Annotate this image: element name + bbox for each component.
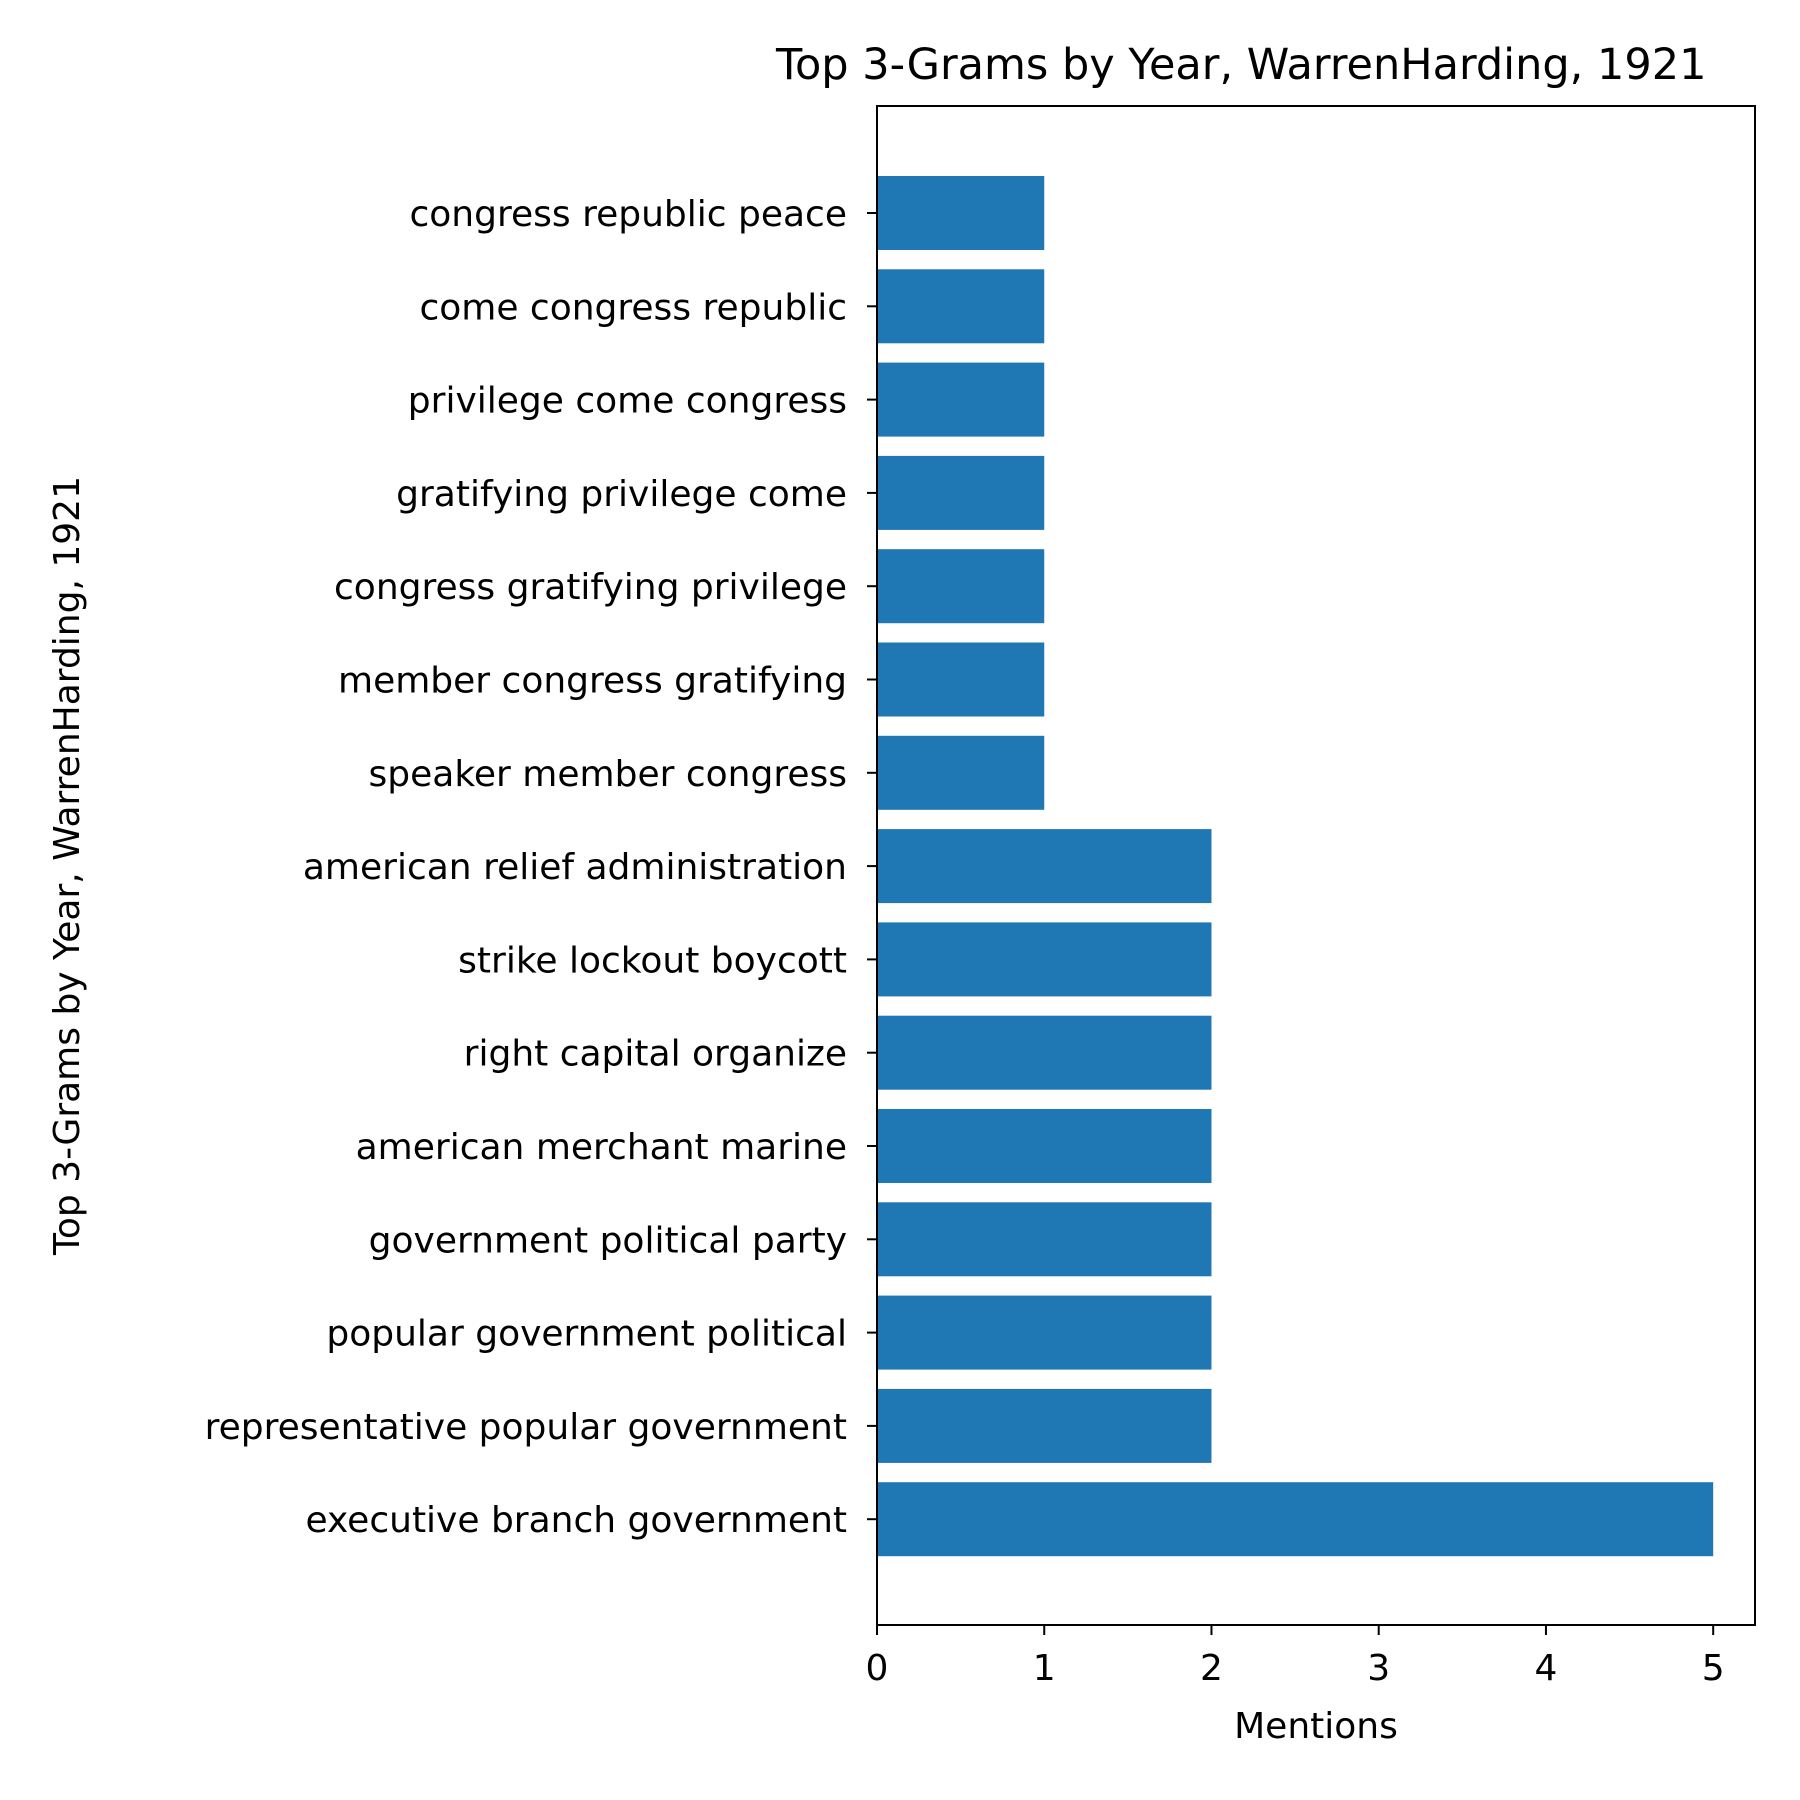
category-label: congress gratifying privilege xyxy=(334,567,847,608)
bar xyxy=(877,1388,1212,1463)
x-tick-label: 1 xyxy=(1033,1648,1056,1689)
x-axis-label: Mentions xyxy=(1234,1706,1398,1747)
bar xyxy=(877,1109,1212,1183)
category-label: speaker member congress xyxy=(369,754,847,795)
category-label: come congress republic xyxy=(419,287,847,328)
plot-frame xyxy=(876,105,1756,1626)
category-label: strike lockout boycott xyxy=(458,940,847,981)
category-label: privilege come congress xyxy=(408,381,847,422)
bar xyxy=(877,455,1045,530)
x-tick-label: 0 xyxy=(866,1648,889,1689)
bar xyxy=(877,642,1045,717)
bar xyxy=(877,176,1045,250)
category-label: government political party xyxy=(369,1220,847,1261)
bar xyxy=(877,269,1045,344)
x-tick-label: 2 xyxy=(1200,1648,1223,1689)
y-axis-label: Top 3-Grams by Year, WarrenHarding, 1921 xyxy=(47,476,88,1256)
x-tick-label: 4 xyxy=(1534,1648,1557,1689)
category-label: gratifying privilege come xyxy=(396,474,847,515)
bar xyxy=(877,1295,1212,1370)
category-label: congress republic peace xyxy=(409,194,847,235)
category-label: executive branch government xyxy=(305,1500,847,1541)
x-axis-ticks: 0 1 2 3 4 5 xyxy=(866,1625,1725,1689)
y-axis-ticks: executive branch government representativ… xyxy=(205,194,877,1541)
category-label: member congress gratifying xyxy=(338,661,847,702)
bar xyxy=(877,549,1045,624)
bar xyxy=(877,1482,1714,1557)
bar xyxy=(877,922,1212,997)
bar xyxy=(877,829,1212,904)
category-label: representative popular government xyxy=(205,1407,847,1448)
bar xyxy=(877,735,1045,810)
category-label: popular government political xyxy=(326,1314,847,1355)
x-tick-label: 3 xyxy=(1367,1648,1390,1689)
bar xyxy=(877,1202,1212,1277)
bar xyxy=(877,1015,1212,1090)
bar xyxy=(877,362,1045,437)
category-label: american relief administration xyxy=(303,847,847,888)
x-tick-label: 5 xyxy=(1702,1648,1725,1689)
category-label: right capital organize xyxy=(464,1034,847,1075)
bars-group xyxy=(877,176,1714,1557)
chart-title: Top 3-Grams by Year, WarrenHarding, 1921 xyxy=(775,40,1706,90)
category-label: american merchant marine xyxy=(356,1127,847,1168)
